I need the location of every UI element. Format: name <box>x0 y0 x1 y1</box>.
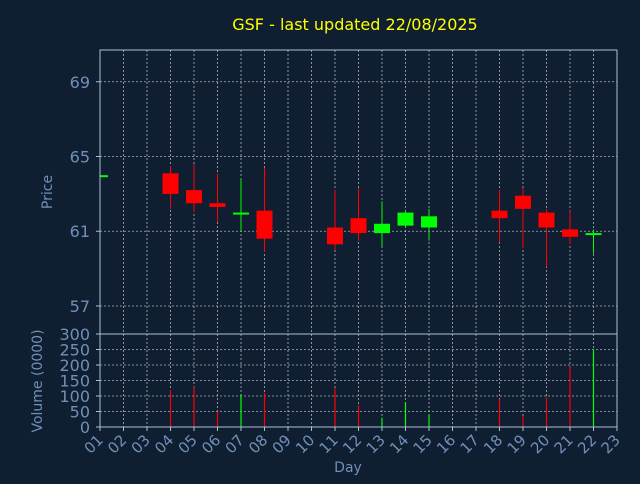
candle-body-day-5 <box>186 190 202 204</box>
volume-axis-label: Volume (0000) <box>30 329 46 432</box>
volume-bars-layer <box>169 349 595 427</box>
candle-body-day-18 <box>491 210 508 219</box>
axes-layer <box>96 49 618 431</box>
candles-layer <box>100 163 602 267</box>
candle-body-day-19 <box>515 195 531 209</box>
candle-body-day-14 <box>397 212 414 226</box>
candle-body-day-11 <box>327 227 343 245</box>
volume-tick-label: 0 <box>80 418 90 437</box>
candle-body-day-22 <box>585 233 602 236</box>
volume-tick-label: 300 <box>59 325 90 344</box>
volume-tick-label: 150 <box>59 372 90 391</box>
candle-body-day-12 <box>350 218 367 234</box>
candle-body-day-7 <box>233 212 249 215</box>
candle-body-day-21 <box>562 229 578 237</box>
candle-body-day-6 <box>209 203 226 207</box>
volume-tick-label: 100 <box>59 387 90 406</box>
candle-body-day-15 <box>421 216 437 228</box>
volume-tick-label: 200 <box>59 356 90 375</box>
chart-title: GSF - last updated 22/08/2025 <box>232 15 477 34</box>
price-tick-label: 65 <box>70 148 90 167</box>
candle-body-day-20 <box>538 212 555 228</box>
price-axis-label: Price <box>40 175 56 209</box>
price-tick-label: 57 <box>70 297 90 316</box>
price-tick-label: 69 <box>70 73 90 92</box>
volume-tick-label: 50 <box>70 403 90 422</box>
price-tick-label: 61 <box>70 222 90 241</box>
x-axis-label: Day <box>334 460 362 476</box>
candle-body-day-13 <box>374 223 390 234</box>
candle-body-day-4 <box>162 173 179 194</box>
candle-body-day-1 <box>100 175 108 178</box>
volume-tick-label: 250 <box>59 341 90 360</box>
candle-body-day-8 <box>256 210 273 239</box>
